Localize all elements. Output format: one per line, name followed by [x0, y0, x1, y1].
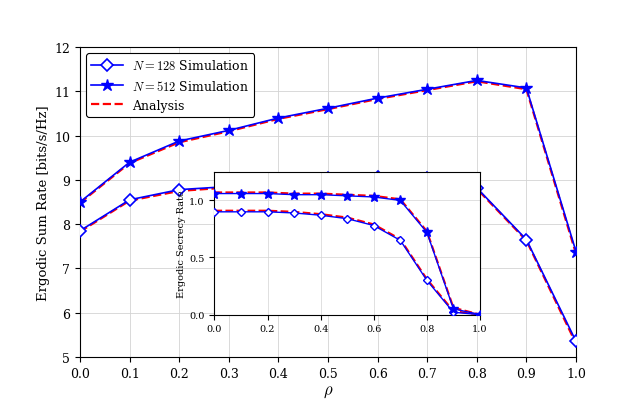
$N = 128$ Simulation: [175, 188, 183, 192]
$N = 512$ Simulation: [225, 129, 233, 134]
$N = 512$ Simulation: [424, 87, 431, 92]
$N = 128$ Simulation: [572, 339, 580, 344]
$N = 512$ Simulation: [374, 96, 381, 101]
X-axis label: $\rho$: $\rho$: [323, 382, 333, 399]
Y-axis label: Ergodic Secrecy Rate: Ergodic Secrecy Rate: [177, 190, 186, 297]
$N = 512$ Simulation: [572, 249, 580, 254]
$N = 128$ Simulation: [76, 229, 84, 233]
$N = 128$ Simulation: [324, 176, 332, 180]
$N = 128$ Simulation: [473, 186, 481, 191]
Line: $N = 512$ Simulation: $N = 512$ Simulation: [74, 75, 582, 258]
$N = 512$ Simulation: [473, 79, 481, 83]
$N = 128$ Simulation: [225, 184, 233, 189]
Legend: $N = 128$ Simulation, $N = 512$ Simulation, Analysis: $N = 128$ Simulation, $N = 512$ Simulati…: [86, 55, 255, 118]
$N = 512$ Simulation: [76, 200, 84, 205]
$N = 512$ Simulation: [125, 160, 134, 165]
$N = 512$ Simulation: [175, 139, 183, 144]
$N = 512$ Simulation: [275, 116, 282, 121]
$N = 128$ Simulation: [275, 179, 282, 184]
$N = 128$ Simulation: [374, 175, 381, 180]
$N = 512$ Simulation: [523, 86, 531, 91]
Line: $N = 128$ Simulation: $N = 128$ Simulation: [76, 173, 580, 346]
$N = 128$ Simulation: [424, 176, 431, 180]
$N = 128$ Simulation: [125, 198, 134, 203]
Y-axis label: Ergodic Sum Rate [bits/s/Hz]: Ergodic Sum Rate [bits/s/Hz]: [37, 105, 50, 300]
$N = 128$ Simulation: [523, 237, 531, 242]
$N = 512$ Simulation: [324, 107, 332, 111]
